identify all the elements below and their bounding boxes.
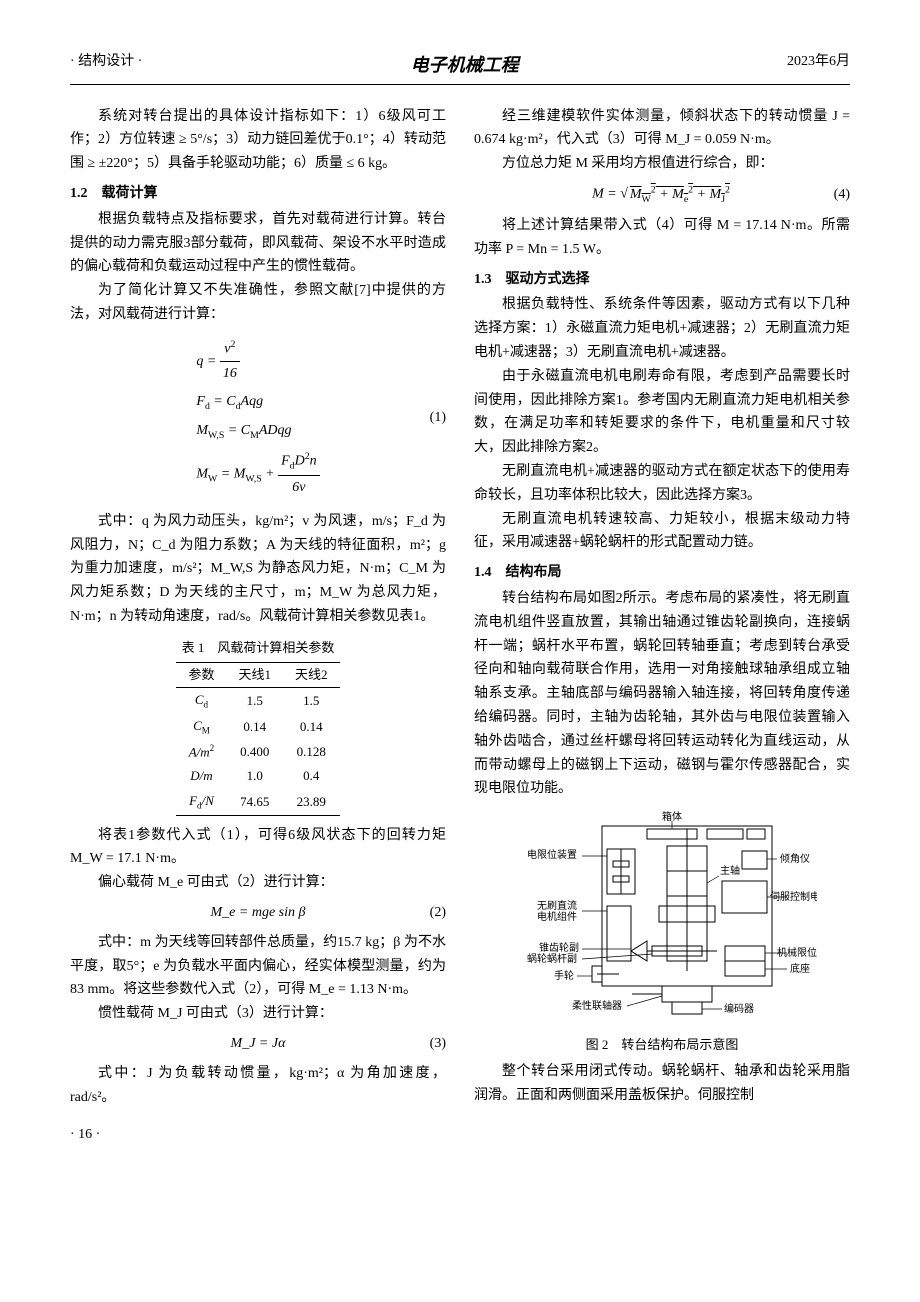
section-title-1-3: 1.3 驱动方式选择 (474, 268, 850, 292)
equation-1: q = v216 Fd = CdAqg MW,S = CMADqg MW = M… (70, 333, 446, 504)
fig-label: 主轴 (720, 864, 740, 877)
fig-label: 倾角仪 (780, 852, 810, 865)
equation-number: (1) (430, 406, 446, 430)
paragraph: 系统对转台提出的具体设计指标如下：1）6级风可工作；2）方位转速 ≥ 5°/s；… (70, 105, 446, 176)
fig-label: 电限位装置 (527, 848, 577, 861)
equation-number: (2) (430, 901, 446, 925)
paragraph: 方位总力矩 M 采用均方根值进行综合，即： (474, 152, 850, 176)
equation-4: M = √MW2 + Me2 + MJ2 (4) (474, 182, 850, 208)
paragraph: 将表1参数代入式（1），可得6级风状态下的回转力矩 M_W = 17.1 N·m… (70, 824, 446, 872)
td: 0.128 (283, 740, 340, 764)
fig-label: 伺服控制电路 (770, 890, 817, 903)
td: 74.65 (226, 789, 283, 816)
header-left: · 结构设计 · (70, 50, 142, 81)
fig-label: 无刷直流 (537, 899, 577, 912)
paragraph: 整个转台采用闭式传动。蜗轮蜗杆、轴承和齿轮采用脂润滑。正面和两侧面采用盖板保护。… (474, 1060, 850, 1108)
fig-label: 编码器 (724, 1002, 754, 1015)
equation-3: M_J = Jα (3) (70, 1032, 446, 1056)
th: 参数 (176, 662, 226, 687)
td: 0.4 (283, 764, 340, 788)
paragraph: 式中：q 为风力动压头，kg/m²；v 为风速，m/s；F_d 为风阻力，N；C… (70, 510, 446, 629)
page-number: · 16 · (70, 1123, 850, 1147)
paragraph: 式中：J 为负载转动惯量，kg·m²；α 为角加速度，rad/s²。 (70, 1062, 446, 1110)
paragraph: 根据负载特性、系统条件等因素，驱动方式有以下几种选择方案：1）永磁直流力矩电机+… (474, 293, 850, 364)
paragraph: 偏心载荷 M_e 可由式（2）进行计算： (70, 871, 446, 895)
fig-label: 机械限位 (777, 946, 817, 959)
paragraph: 无刷直流电机转速较高、力矩较小，根据末级动力特征，采用减速器+蜗轮蜗杆的形式配置… (474, 508, 850, 556)
figure-2: 箱体 电限位装置 倾角仪 无刷直流 电机组件 主轴 伺服控制电路 锥齿轮副 蜗轮… (474, 811, 850, 1056)
layout-diagram-icon: 箱体 电限位装置 倾角仪 无刷直流 电机组件 主轴 伺服控制电路 锥齿轮副 蜗轮… (507, 811, 817, 1021)
equation-number: (3) (430, 1032, 446, 1056)
equation-body: M_e = mge sin β (211, 901, 306, 925)
paragraph: 无刷直流电机+减速器的驱动方式在额定状态下的使用寿命较长，且功率体积比较大，因此… (474, 460, 850, 508)
th: 天线1 (226, 662, 283, 687)
header-right: 2023年6月 (787, 50, 850, 81)
td: 1.5 (283, 687, 340, 714)
fig-label: 底座 (790, 962, 810, 975)
td: 1.0 (226, 764, 283, 788)
table-caption: 表 1 风载荷计算相关参数 (70, 637, 446, 659)
td: 0.14 (283, 714, 340, 740)
equation-body: M_J = Jα (231, 1032, 286, 1056)
paragraph: 经三维建模软件实体测量，倾斜状态下的转动惯量 J = 0.674 kg·m²，代… (474, 105, 850, 153)
fig-label: 蜗轮蜗杆副 (527, 952, 577, 965)
section-title-1-4: 1.4 结构布局 (474, 561, 850, 585)
table-1: 表 1 风载荷计算相关参数 参数 天线1 天线2 Cd 1.5 1.5 CM 0… (70, 637, 446, 816)
fig-label: 锥齿轮副 (539, 941, 579, 954)
td: 1.5 (226, 687, 283, 714)
paragraph: 转台结构布局如图2所示。考虑布局的紧凑性，将无刷直流电机组件竖直放置，其输出轴通… (474, 587, 850, 801)
fig-label: 箱体 (662, 811, 682, 823)
paragraph: 为了简化计算又不失准确性，参照文献[7]中提供的方法，对风载荷进行计算： (70, 279, 446, 327)
equation-number: (4) (834, 183, 850, 207)
paragraph: 由于永磁直流电机电刷寿命有限，考虑到产品需要长时间使用，因此排除方案1。参考国内… (474, 365, 850, 460)
header-center: 电子机械工程 (411, 50, 519, 81)
section-title-1-2: 1.2 载荷计算 (70, 182, 446, 206)
equation-2: M_e = mge sin β (2) (70, 901, 446, 925)
paragraph: 将上述计算结果带入式（4）可得 M = 17.14 N·m。所需功率 P = M… (474, 214, 850, 262)
fig-label: 电机组件 (537, 910, 577, 923)
th: 天线2 (283, 662, 340, 687)
paragraph: 式中：m 为天线等回转部件总质量，约15.7 kg；β 为不水平度，取5°；e … (70, 931, 446, 1002)
td: 23.89 (283, 789, 340, 816)
content-area: 系统对转台提出的具体设计指标如下：1）6级风可工作；2）方位转速 ≥ 5°/s；… (70, 105, 850, 1110)
page-header: · 结构设计 · 电子机械工程 2023年6月 (70, 50, 850, 85)
td: 0.14 (226, 714, 283, 740)
paragraph: 惯性载荷 M_J 可由式（3）进行计算： (70, 1002, 446, 1026)
fig-label: 柔性联轴器 (572, 999, 622, 1012)
fig-label: 手轮 (554, 969, 574, 982)
td: 0.400 (226, 740, 283, 764)
paragraph: 根据负载特点及指标要求，首先对载荷进行计算。转台提供的动力需克服3部分载荷，即风… (70, 208, 446, 279)
figure-caption: 图 2 转台结构布局示意图 (474, 1034, 850, 1056)
